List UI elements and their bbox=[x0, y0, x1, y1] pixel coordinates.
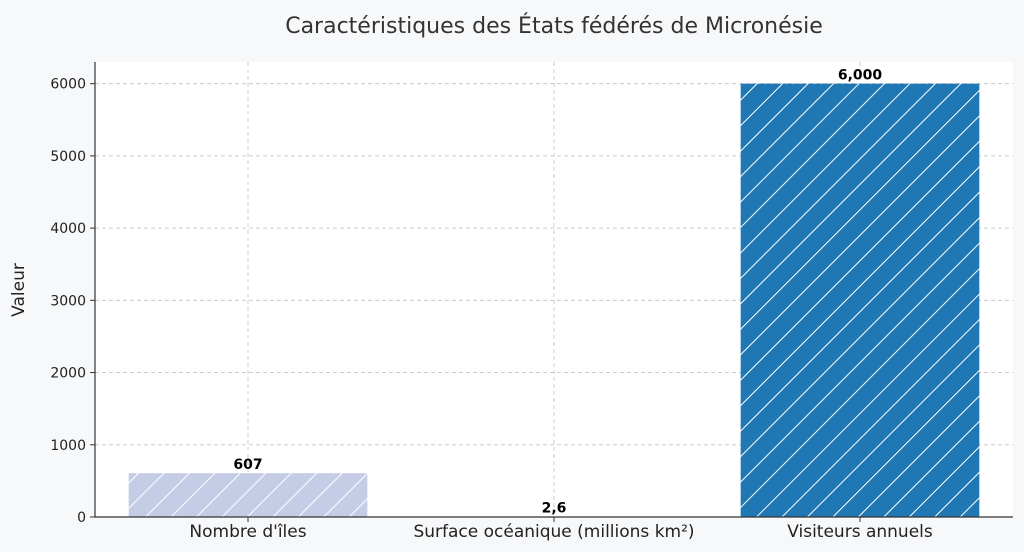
x-tick-label: Visiteurs annuels bbox=[787, 522, 933, 542]
y-tick-label: 4000 bbox=[50, 221, 86, 237]
y-tick-label: 2000 bbox=[50, 366, 86, 382]
y-tick-label: 3000 bbox=[50, 293, 86, 309]
y-axis-label: Valeur bbox=[9, 263, 29, 317]
bars bbox=[128, 83, 980, 518]
bar-value-label: 6,000 bbox=[838, 68, 883, 84]
x-tick-label: Nombre d'îles bbox=[189, 522, 306, 542]
data-labels: 607 2,6 6,000 bbox=[233, 68, 882, 517]
y-tick-label: 0 bbox=[77, 510, 86, 526]
bar-value-label: 607 bbox=[233, 457, 262, 473]
bar-value-label: 2,6 bbox=[542, 501, 567, 517]
x-axis-ticks: Nombre d'îles Surface océanique (millions… bbox=[189, 517, 933, 542]
bar bbox=[740, 83, 980, 518]
y-tick-label: 6000 bbox=[50, 77, 86, 93]
bar bbox=[128, 473, 368, 517]
y-tick-label: 5000 bbox=[50, 149, 86, 165]
y-axis-ticks: 0 1000 2000 3000 4000 5000 6000 bbox=[50, 77, 95, 526]
y-tick-label: 1000 bbox=[50, 438, 86, 454]
x-tick-label: Surface océanique (millions km²) bbox=[413, 522, 694, 542]
chart-title: Caractéristiques des États fédérés de Mi… bbox=[285, 13, 823, 39]
